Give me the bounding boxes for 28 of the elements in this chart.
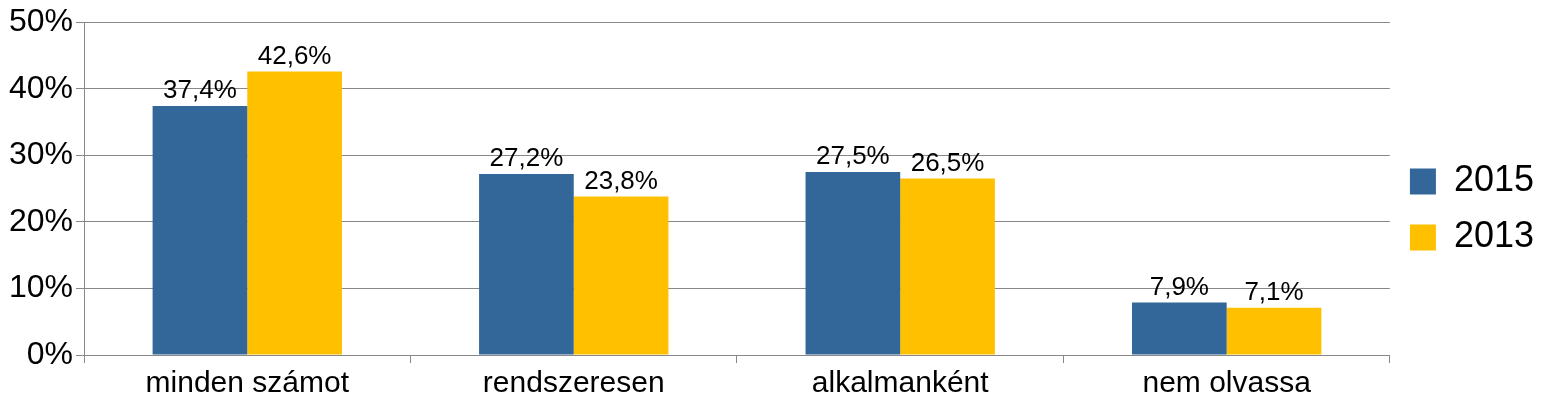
bar <box>805 171 901 355</box>
y-tick-label: 40% <box>9 68 74 105</box>
x-tick-label: alkalmanként <box>811 365 990 399</box>
bar <box>1132 302 1227 355</box>
data-label: 7,1% <box>1244 275 1304 306</box>
data-label: 26,5% <box>910 146 985 177</box>
y-tick-label: 50% <box>9 2 74 39</box>
x-tick-label: nem olvassa <box>1142 365 1312 399</box>
x-tick-label: rendszeresen <box>482 365 665 399</box>
data-label: 42,6% <box>257 39 332 70</box>
bar <box>900 178 995 355</box>
y-tick-label: 20% <box>9 201 74 238</box>
bar <box>1226 307 1322 355</box>
bar <box>247 71 342 355</box>
x-tick-label: minden számot <box>145 365 350 399</box>
data-label: 37,4% <box>163 74 237 105</box>
bar <box>152 106 248 355</box>
bar <box>573 196 669 355</box>
legend-label: 2013 <box>1453 214 1535 256</box>
data-label: 7,9% <box>1149 270 1209 301</box>
data-label: 27,5% <box>816 140 890 171</box>
legend-label: 2015 <box>1453 158 1535 200</box>
y-tick-label: 30% <box>9 135 74 172</box>
data-label: 23,8% <box>584 164 658 195</box>
y-tick-label: 10% <box>9 268 74 305</box>
y-tick-label: 0% <box>26 334 74 371</box>
bar <box>479 173 574 355</box>
data-label: 27,2% <box>489 142 564 173</box>
